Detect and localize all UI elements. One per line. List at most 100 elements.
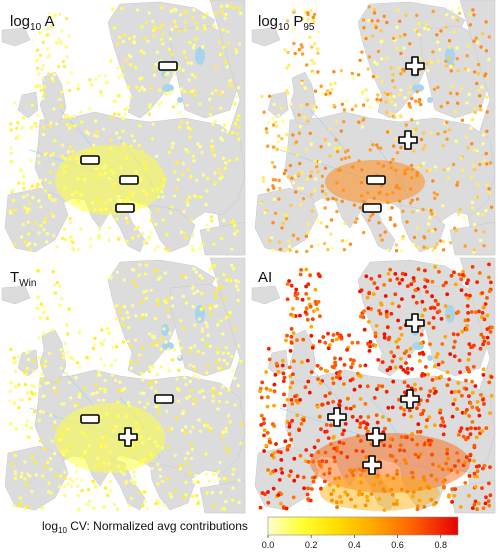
station-point [97,74,102,78]
station-point [62,484,67,489]
minus-marker-icon [154,394,174,404]
station-point [237,125,241,129]
station-point [192,291,196,295]
station-point [170,427,174,431]
station-point [190,15,195,20]
station-point [109,138,113,143]
station-point [200,276,204,280]
station-point [285,297,290,302]
station-point [24,482,29,487]
lake [445,47,455,65]
station-point [204,452,208,456]
station-point [396,345,400,350]
station-point [472,502,477,507]
station-point [465,365,470,370]
station-point [464,387,469,391]
station-point [214,65,218,69]
station-point [182,495,186,499]
station-point [190,388,194,392]
station-point [335,209,339,214]
station-point [329,492,334,497]
station-point [373,331,378,336]
station-point [355,340,360,345]
station-point [466,311,470,315]
station-point [262,110,266,114]
station-point [210,139,214,143]
station-point [301,418,306,423]
station-point [389,350,394,355]
plus-marker-icon [362,455,382,475]
station-point [327,482,332,487]
station-point [55,281,60,285]
station-point [178,125,182,129]
station-point [208,303,213,308]
station-point [143,405,147,410]
station-point [478,346,483,351]
station-point [46,47,50,51]
station-point [481,367,486,372]
station-point [318,463,322,467]
station-point [441,432,446,437]
station-point [489,393,494,398]
station-point [397,281,402,286]
station-point [50,212,54,216]
station-point [130,134,134,138]
colorbar-tick-label: 0.8 [434,540,447,550]
station-point [69,484,74,489]
station-point [355,217,359,221]
station-point [485,182,489,187]
station-point [109,59,113,63]
station-point [197,317,202,321]
station-point [271,248,275,253]
station-point [300,170,304,174]
station-point [414,99,418,103]
station-point [97,227,102,231]
station-point [330,246,335,250]
station-point [361,230,366,235]
station-point [23,206,27,210]
station-point [73,124,77,128]
station-point [319,84,323,88]
station-point [352,468,357,472]
station-point [449,468,454,473]
station-point [202,24,206,28]
map-panel-log10P95 [250,0,496,256]
station-point [356,434,360,438]
station-point [182,209,186,214]
station-point [481,466,485,471]
station-point [490,325,494,330]
station-point [165,297,169,301]
station-point [186,167,190,171]
station-point [306,486,310,491]
station-point [91,479,95,483]
station-point [383,91,387,95]
station-point [474,36,478,40]
station-point [58,303,62,307]
station-point [421,147,425,151]
station-point [482,244,486,248]
station-point [267,94,272,99]
station-point [175,416,179,420]
minus-marker-icon [80,155,100,165]
station-point [384,389,389,394]
station-point [117,76,121,80]
station-point [10,462,14,466]
station-point [167,150,171,155]
station-point [224,161,228,165]
station-point [331,399,336,404]
station-point [225,478,229,482]
station-point [299,268,303,272]
land-area [399,204,446,253]
minus-marker-icon [80,414,100,424]
station-point [382,489,387,494]
station-point [89,237,93,241]
station-point [432,306,437,310]
station-point [313,89,318,93]
station-point [481,213,485,217]
station-point [470,405,475,409]
station-point [462,216,466,220]
station-point [399,356,403,361]
station-point [147,369,151,373]
station-point [286,149,290,153]
station-point [234,48,238,52]
